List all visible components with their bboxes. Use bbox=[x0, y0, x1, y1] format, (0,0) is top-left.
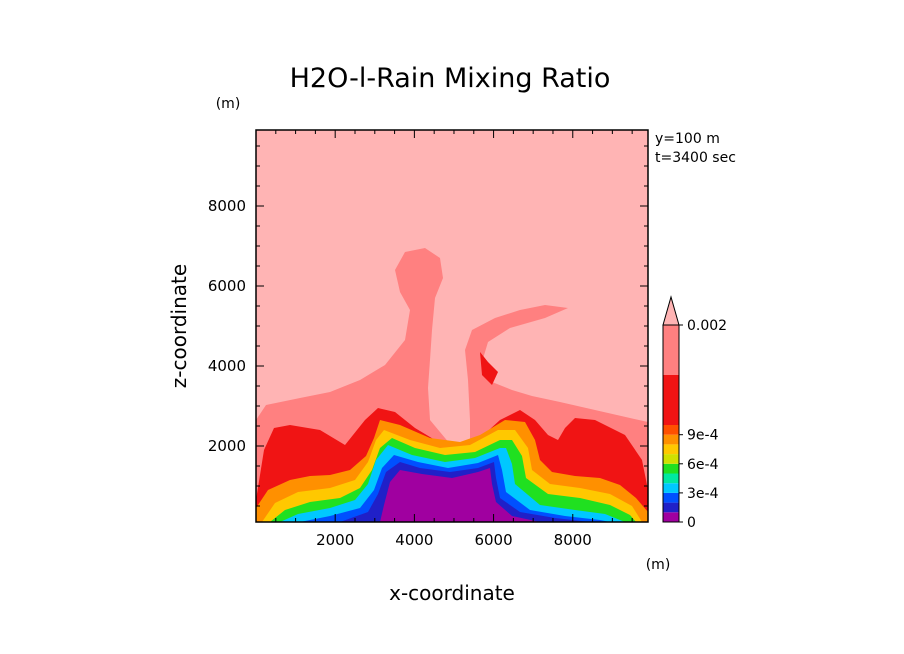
x-axis: 2000 4000 6000 8000 bbox=[275, 130, 633, 549]
annotation-y: y=100 m bbox=[655, 131, 720, 147]
x-tick-label: 8000 bbox=[554, 531, 592, 549]
z-unit-label: (m) bbox=[216, 96, 241, 112]
plot-area bbox=[256, 130, 648, 522]
x-unit-label: (m) bbox=[646, 557, 671, 573]
y-tick-label: 2000 bbox=[208, 437, 246, 455]
colorbar-bin bbox=[663, 512, 679, 522]
colorbar-extension bbox=[662, 295, 680, 326]
colorbar-bin bbox=[663, 375, 679, 425]
x-tick-label: 2000 bbox=[316, 531, 354, 549]
colorbar-tick-label: 0 bbox=[687, 515, 696, 531]
colorbar-bin bbox=[663, 325, 679, 375]
colorbar: 0 3e-4 6e-4 9e-4 0.002 bbox=[662, 295, 727, 531]
annotation-t: t=3400 sec bbox=[655, 150, 736, 166]
chart-title: H2O-l-Rain Mixing Ratio bbox=[290, 63, 611, 94]
x-tick-label: 6000 bbox=[474, 531, 512, 549]
rain-core-blob bbox=[480, 352, 498, 385]
colorbar-bin bbox=[663, 473, 679, 484]
colorbar-bin bbox=[663, 492, 679, 503]
colorbar-tick-label: 9e-4 bbox=[687, 428, 719, 444]
colorbar-tick-label: 0.002 bbox=[687, 318, 727, 334]
x-axis-title: x-coordinate bbox=[389, 581, 515, 605]
y-axis-title: z-coordinate bbox=[167, 264, 191, 388]
y-tick-label: 8000 bbox=[208, 197, 246, 215]
y-axis: 2000 4000 6000 8000 bbox=[208, 145, 648, 507]
colorbar-bin bbox=[663, 454, 679, 464]
colorbar-frame bbox=[662, 324, 680, 523]
dry-core bbox=[380, 468, 540, 522]
colorbar-bin bbox=[663, 483, 679, 493]
colorbar-tick-label: 3e-4 bbox=[687, 486, 719, 502]
x-tick-label: 4000 bbox=[395, 531, 433, 549]
colorbar-bin bbox=[663, 444, 679, 455]
colorbar-tick-label: 6e-4 bbox=[687, 457, 719, 473]
colorbar-bin bbox=[663, 434, 679, 445]
colorbar-bin bbox=[663, 502, 679, 513]
y-tick-label: 4000 bbox=[208, 357, 246, 375]
y-tick-label: 6000 bbox=[208, 277, 246, 295]
colorbar-bin bbox=[663, 463, 679, 474]
colorbar-bin bbox=[663, 425, 679, 435]
